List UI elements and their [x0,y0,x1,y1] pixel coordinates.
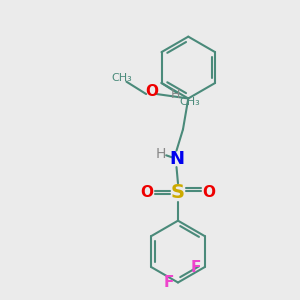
Text: F: F [164,275,174,290]
Text: H: H [171,88,181,101]
Text: H: H [156,146,166,161]
Text: N: N [169,150,184,168]
Text: CH₃: CH₃ [179,97,200,107]
Text: O: O [145,84,158,99]
Text: S: S [171,183,185,202]
Text: CH₃: CH₃ [112,73,132,83]
Text: O: O [202,185,215,200]
Text: F: F [190,260,200,274]
Text: O: O [141,185,154,200]
